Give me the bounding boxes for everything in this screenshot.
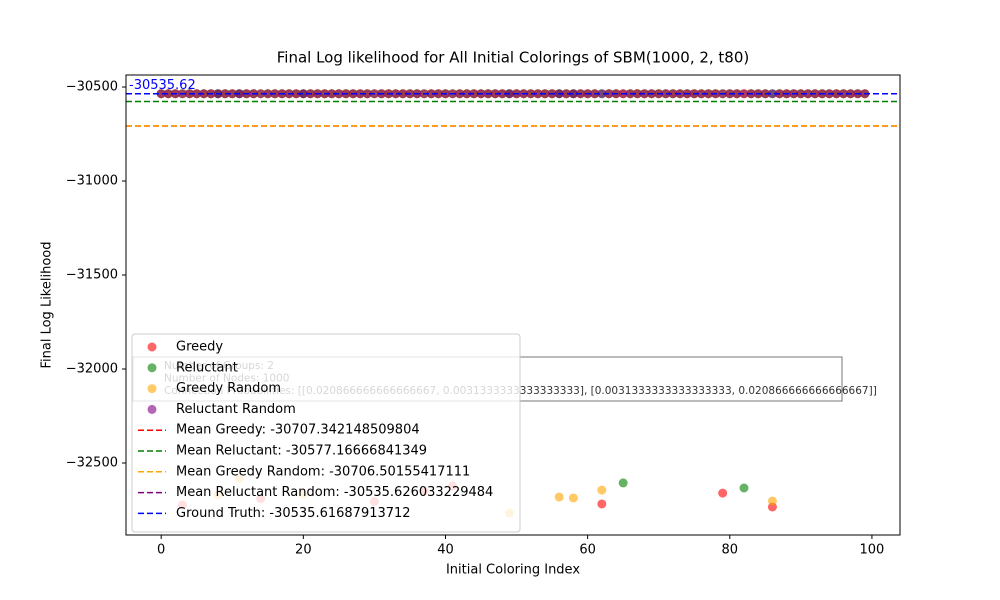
y-tick-label: −31500 <box>66 268 118 283</box>
point <box>256 89 266 99</box>
point <box>398 89 408 99</box>
annotation: -30535.62 <box>129 78 196 93</box>
point <box>803 89 813 99</box>
point <box>568 493 578 503</box>
legend-label: Reluctant <box>176 360 238 375</box>
y-tick-label: −32500 <box>66 456 118 471</box>
legend-label: Ground Truth: -30535.61687913712 <box>176 506 411 521</box>
legend-label: Reluctant Random <box>176 402 296 417</box>
point <box>618 478 628 488</box>
point <box>632 89 642 99</box>
point <box>838 89 848 99</box>
point <box>703 89 713 99</box>
y-axis-label: Final Log Likelihood <box>40 242 55 369</box>
legend-marker <box>147 404 157 414</box>
x-tick-label: 40 <box>437 543 454 558</box>
point <box>263 89 273 99</box>
point <box>327 89 337 99</box>
point <box>291 89 301 99</box>
legend-marker <box>147 384 157 394</box>
point <box>433 89 443 99</box>
point <box>597 485 607 495</box>
point <box>696 89 706 99</box>
y-tick-label: −32000 <box>66 362 118 377</box>
point <box>554 492 564 502</box>
legend-label: Mean Reluctant: -30577.16666841349 <box>176 444 427 459</box>
point <box>426 89 436 99</box>
point <box>561 89 571 99</box>
point <box>192 89 202 99</box>
point <box>568 89 578 99</box>
legend-marker <box>147 342 157 352</box>
legend-label: Mean Reluctant Random: -30535.6260332294… <box>176 485 493 500</box>
point <box>497 89 507 99</box>
point <box>597 499 607 509</box>
point <box>739 483 749 493</box>
point <box>732 89 742 99</box>
point <box>391 89 401 99</box>
x-axis-label: Initial Coloring Index <box>446 563 580 578</box>
point <box>362 89 372 99</box>
point <box>462 89 472 99</box>
legend-label: Greedy Random <box>176 381 281 396</box>
point <box>661 89 671 99</box>
legend-label: Greedy <box>176 340 223 355</box>
x-tick-label: 60 <box>579 543 596 558</box>
legend-marker <box>147 363 157 373</box>
x-tick-label: 100 <box>860 543 885 558</box>
point <box>767 89 777 99</box>
legend-label: Mean Greedy: -30707.342148509804 <box>176 423 420 438</box>
y-tick-label: −31000 <box>66 174 118 189</box>
chart-title: Final Log likelihood for All Initial Col… <box>277 49 750 67</box>
legend-label: Mean Greedy Random: -30706.50155417111 <box>176 464 470 479</box>
point <box>298 89 308 99</box>
point <box>597 89 607 99</box>
point <box>718 488 728 498</box>
legend: Greedy Reluctant Greedy Random Reluctant Ra… <box>131 333 521 533</box>
x-tick-label: 0 <box>157 543 165 558</box>
point <box>668 89 678 99</box>
point <box>767 496 777 506</box>
point <box>526 89 536 99</box>
point <box>533 89 543 99</box>
point <box>227 89 237 99</box>
point <box>163 89 173 99</box>
point <box>796 89 806 99</box>
plot-frame <box>125 74 901 536</box>
point <box>156 89 166 99</box>
legend-frame <box>131 333 521 533</box>
y-tick-label: −30500 <box>66 80 118 95</box>
x-tick-label: 20 <box>295 543 312 558</box>
point <box>831 89 841 99</box>
x-tick-label: 80 <box>722 543 739 558</box>
